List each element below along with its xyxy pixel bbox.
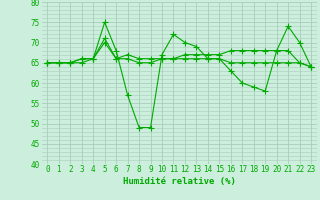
X-axis label: Humidité relative (%): Humidité relative (%)	[123, 177, 236, 186]
